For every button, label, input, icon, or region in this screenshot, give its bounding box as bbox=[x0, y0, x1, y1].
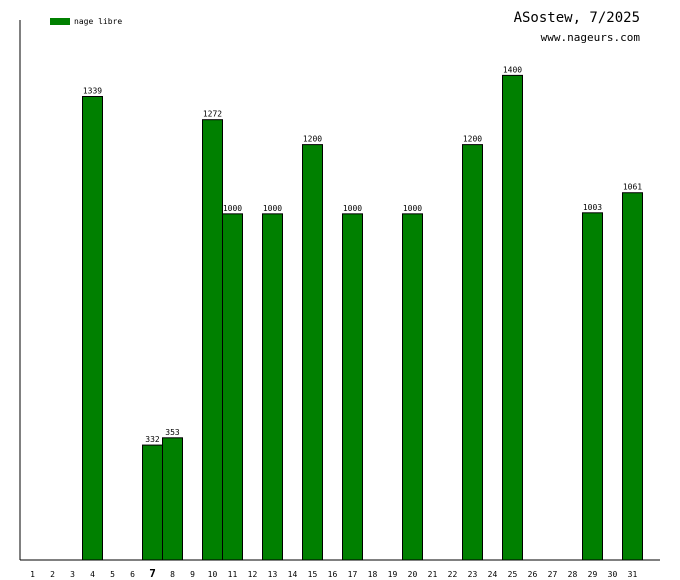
x-tick-label-11: 11 bbox=[228, 570, 238, 579]
x-tick-label-27: 27 bbox=[548, 570, 558, 579]
x-tick-label-21: 21 bbox=[428, 570, 438, 579]
bar-day-4 bbox=[82, 96, 103, 561]
bar-day-31 bbox=[622, 192, 643, 561]
x-tick-label-23: 23 bbox=[468, 570, 478, 579]
bar-day-25 bbox=[502, 74, 523, 561]
value-label-day-11: 1000 bbox=[223, 204, 242, 213]
value-label-day-20: 1000 bbox=[403, 204, 422, 213]
x-tick-label-8: 8 bbox=[170, 570, 175, 579]
x-tick-label-3: 3 bbox=[70, 570, 75, 579]
x-tick-label-10: 10 bbox=[208, 570, 218, 579]
x-tick-label-6: 6 bbox=[130, 570, 135, 579]
x-tick-label-4: 4 bbox=[90, 570, 95, 579]
x-tick-label-19: 19 bbox=[388, 570, 398, 579]
x-tick-label-5: 5 bbox=[110, 570, 115, 579]
bar-day-15 bbox=[302, 144, 323, 561]
x-tick-label-1: 1 bbox=[30, 570, 35, 579]
value-label-day-17: 1000 bbox=[343, 204, 362, 213]
x-tick-label-25: 25 bbox=[508, 570, 518, 579]
x-tick-label-29: 29 bbox=[588, 570, 598, 579]
value-label-day-23: 1200 bbox=[463, 135, 482, 144]
legend-swatch bbox=[50, 18, 70, 25]
x-tick-label-16: 16 bbox=[328, 570, 338, 579]
bar-day-29 bbox=[582, 212, 603, 561]
x-tick-label-30: 30 bbox=[608, 570, 618, 579]
x-tick-label-22: 22 bbox=[448, 570, 458, 579]
value-label-day-8: 353 bbox=[165, 428, 180, 437]
value-label-day-15: 1200 bbox=[303, 135, 322, 144]
bar-day-8 bbox=[162, 437, 183, 561]
value-label-day-13: 1000 bbox=[263, 204, 282, 213]
x-tick-label-24: 24 bbox=[488, 570, 498, 579]
x-tick-label-26: 26 bbox=[528, 570, 538, 579]
x-tick-label-28: 28 bbox=[568, 570, 578, 579]
bar-day-7 bbox=[142, 444, 163, 561]
x-tick-label-2: 2 bbox=[50, 570, 55, 579]
x-tick-label-17: 17 bbox=[348, 570, 358, 579]
x-tick-label-18: 18 bbox=[368, 570, 378, 579]
x-tick-label-31: 31 bbox=[628, 570, 638, 579]
chart-title: ASostew, 7/2025 bbox=[513, 10, 640, 26]
legend-label: nage libre bbox=[74, 17, 123, 26]
bar-day-20 bbox=[402, 213, 423, 561]
bar-day-13 bbox=[262, 213, 283, 561]
x-tick-label-13: 13 bbox=[268, 570, 278, 579]
bar-day-10 bbox=[202, 119, 223, 561]
x-tick-label-14: 14 bbox=[288, 570, 298, 579]
bar-day-23 bbox=[462, 144, 483, 561]
legend: nage libre bbox=[50, 17, 122, 26]
site-url: www.nageurs.com bbox=[540, 31, 640, 44]
x-tick-label-15: 15 bbox=[308, 570, 318, 579]
x-tick-label-20: 20 bbox=[408, 570, 418, 579]
value-label-day-31: 1061 bbox=[623, 183, 642, 192]
bar-day-17 bbox=[342, 213, 363, 561]
x-tick-labels-layer: 1 2 3 4 5 6 7 8 9 10 11 12 13 14 15 16 17 18 19 20 21 22 23 24 2… bbox=[30, 567, 637, 580]
bar-day-11 bbox=[222, 213, 243, 561]
x-tick-label-12: 12 bbox=[248, 570, 258, 579]
value-label-day-25: 1400 bbox=[503, 65, 522, 74]
value-label-day-4: 1339 bbox=[83, 87, 102, 96]
x-tick-label-7: 7 bbox=[149, 567, 156, 580]
value-label-day-7: 332 bbox=[145, 435, 160, 444]
x-tick-label-9: 9 bbox=[190, 570, 195, 579]
value-label-day-29: 1003 bbox=[583, 203, 602, 212]
value-label-day-10: 1272 bbox=[203, 110, 222, 119]
value-labels-layer: 1339 332 353 1272 1000 1000 1200 1000 1000 1200 14… bbox=[83, 65, 642, 444]
bars-layer bbox=[82, 74, 643, 561]
